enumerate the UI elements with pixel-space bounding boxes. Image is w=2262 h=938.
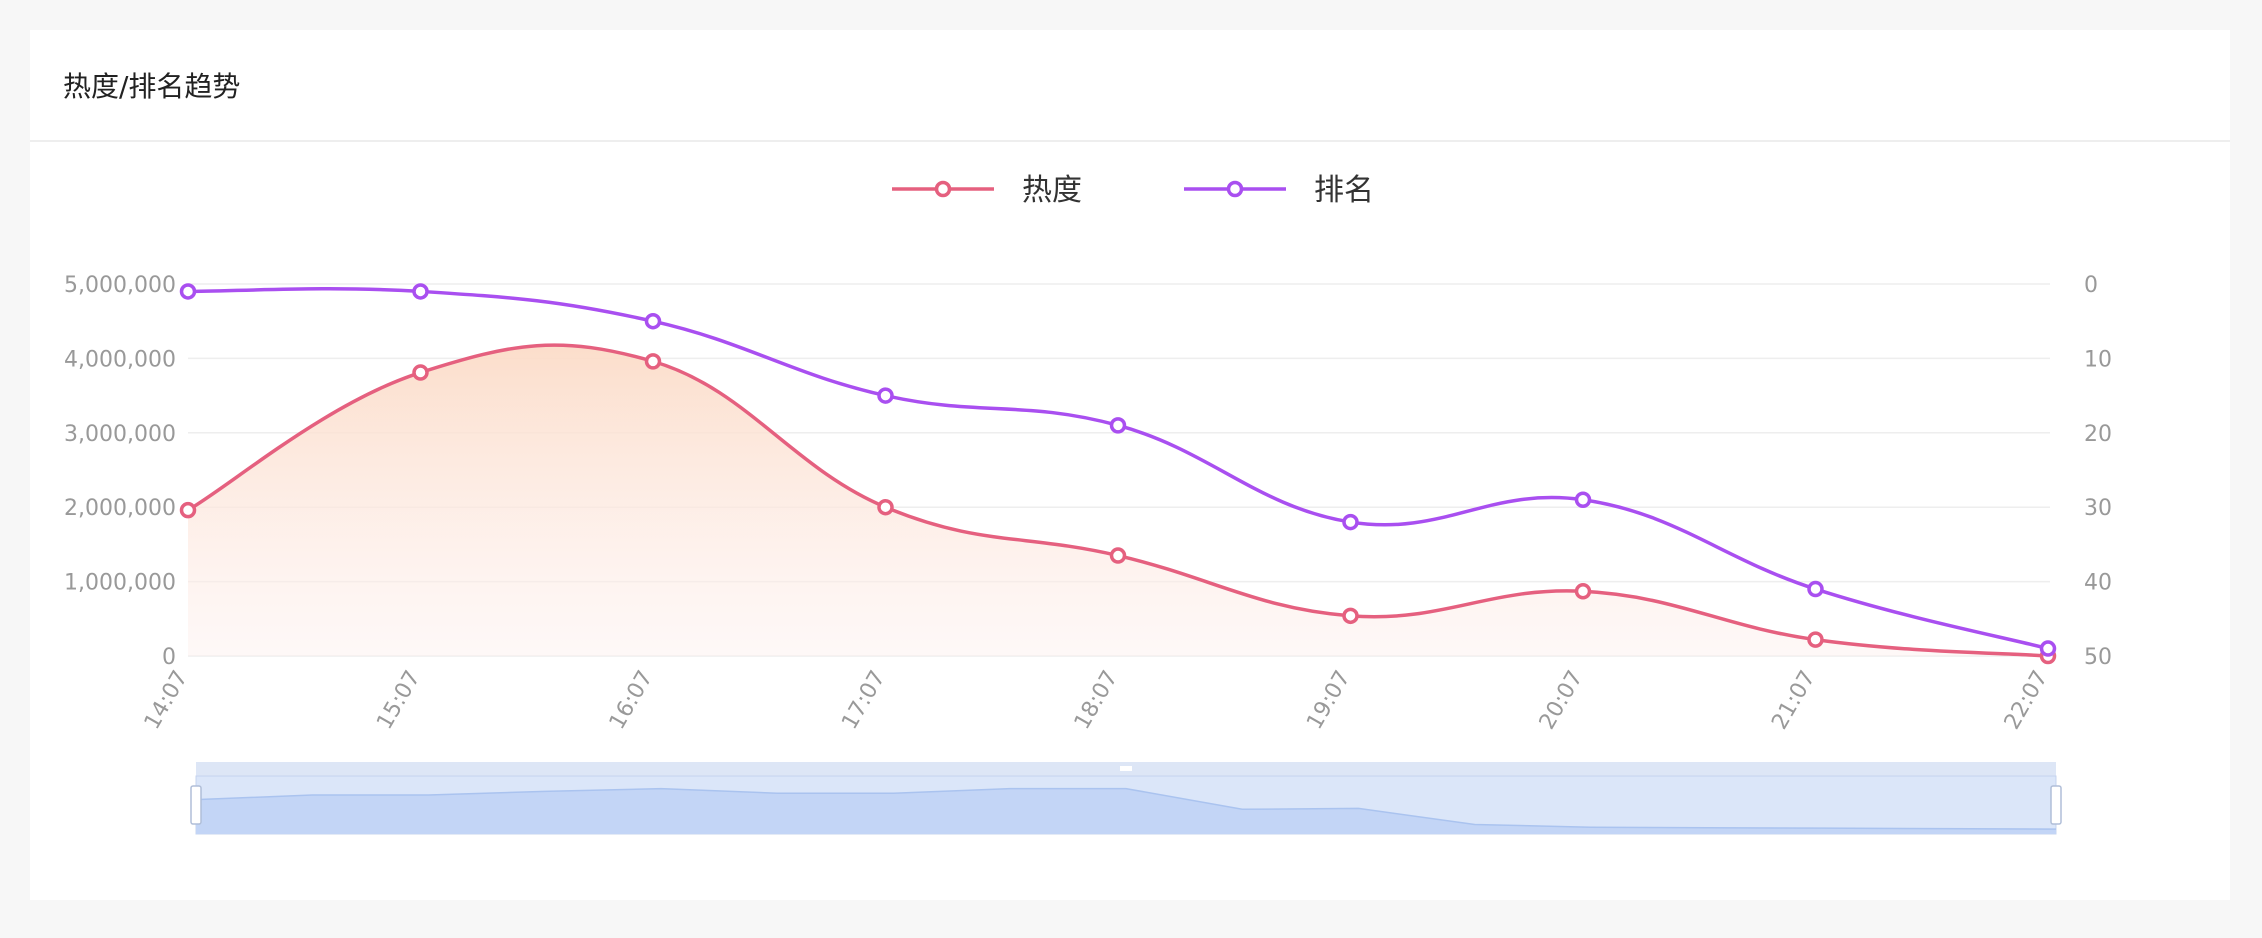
series-point[interactable] bbox=[1109, 547, 1127, 564]
series-point[interactable] bbox=[644, 312, 662, 330]
y-left-tick-label: 1,000,000 bbox=[64, 571, 176, 596]
page-title: 热度/排名趋势 bbox=[63, 70, 241, 103]
series-point[interactable] bbox=[1342, 513, 1359, 531]
y-right-tick-label: 40 bbox=[2084, 571, 2112, 596]
y-axis-left: 0 1,000,000 2,000,000 3,000,000 4,000,000 5,0… bbox=[64, 273, 176, 670]
y-left-tick-label: 0 bbox=[162, 645, 176, 670]
series-point[interactable] bbox=[644, 353, 662, 370]
y-left-tick-label: 3,000,000 bbox=[64, 422, 176, 447]
y-right-tick-label: 10 bbox=[2084, 347, 2112, 372]
x-tick-label: 18:07 bbox=[1070, 667, 1123, 734]
legend-item[interactable]: 热度 bbox=[892, 173, 1082, 208]
zoom-grip-icon[interactable] bbox=[1120, 766, 1132, 771]
x-tick-label: 14:07 bbox=[140, 667, 193, 734]
legend-marker bbox=[934, 180, 952, 198]
series-point[interactable] bbox=[1109, 417, 1127, 434]
area-layer bbox=[188, 345, 2048, 656]
legend-label: 排名 bbox=[1314, 173, 1374, 208]
series-point[interactable] bbox=[2039, 640, 2057, 657]
line-layer bbox=[187, 287, 2049, 658]
y-right-tick-label: 0 bbox=[2084, 273, 2098, 298]
series-point[interactable] bbox=[179, 283, 197, 300]
y-right-tick-label: 30 bbox=[2084, 496, 2112, 521]
legend-marker bbox=[1226, 180, 1244, 198]
zoom-handle-right[interactable] bbox=[2050, 785, 2062, 825]
x-tick-label: 19:07 bbox=[1302, 667, 1355, 734]
y-left-tick-label: 4,000,000 bbox=[64, 347, 176, 372]
chart-legend: 热度 排名 bbox=[892, 173, 1374, 208]
zoom-window[interactable] bbox=[196, 776, 2056, 834]
y-axis-right: 0 10 20 30 40 50 bbox=[2084, 273, 2112, 670]
series-line bbox=[187, 287, 2049, 651]
x-tick-label: 15:07 bbox=[372, 667, 425, 734]
series-point[interactable] bbox=[412, 283, 429, 300]
x-tick-label: 16:07 bbox=[605, 667, 658, 734]
series-point[interactable] bbox=[1807, 580, 1824, 598]
series-point[interactable] bbox=[1574, 583, 1592, 600]
series-point[interactable] bbox=[877, 498, 894, 516]
series-point[interactable] bbox=[1807, 631, 1824, 648]
x-tick-label: 21:07 bbox=[1767, 667, 1820, 734]
y-left-tick-label: 5,000,000 bbox=[64, 273, 176, 298]
point-layer bbox=[179, 283, 2057, 665]
x-tick-label: 17:07 bbox=[837, 667, 890, 734]
x-tick-label: 20:07 bbox=[1535, 667, 1588, 734]
legend-item[interactable]: 排名 bbox=[1184, 173, 1374, 208]
series-area bbox=[188, 345, 2048, 656]
x-axis: 14:07 15:07 16:07 17:07 18:07 19:07 20:07 21:07… bbox=[140, 667, 2053, 734]
series-point[interactable] bbox=[1574, 491, 1592, 509]
series-point[interactable] bbox=[877, 387, 894, 404]
data-zoom-slider[interactable] bbox=[190, 762, 2062, 835]
legend-label: 热度 bbox=[1022, 173, 1082, 208]
zoom-preview-area bbox=[196, 788, 2056, 834]
y-right-tick-label: 20 bbox=[2084, 422, 2112, 447]
y-left-tick-label: 2,000,000 bbox=[64, 496, 176, 521]
y-right-tick-label: 50 bbox=[2084, 645, 2112, 670]
series-line bbox=[187, 343, 2049, 658]
card-header: 热度/排名趋势 bbox=[30, 30, 2230, 142]
series-point[interactable] bbox=[412, 364, 429, 381]
zoom-handle-left[interactable] bbox=[190, 785, 202, 825]
zoom-preview-line bbox=[195, 787, 2057, 830]
series-point[interactable] bbox=[1342, 607, 1359, 625]
series-point[interactable] bbox=[179, 501, 197, 519]
x-tick-label: 22:07 bbox=[2000, 667, 2053, 734]
